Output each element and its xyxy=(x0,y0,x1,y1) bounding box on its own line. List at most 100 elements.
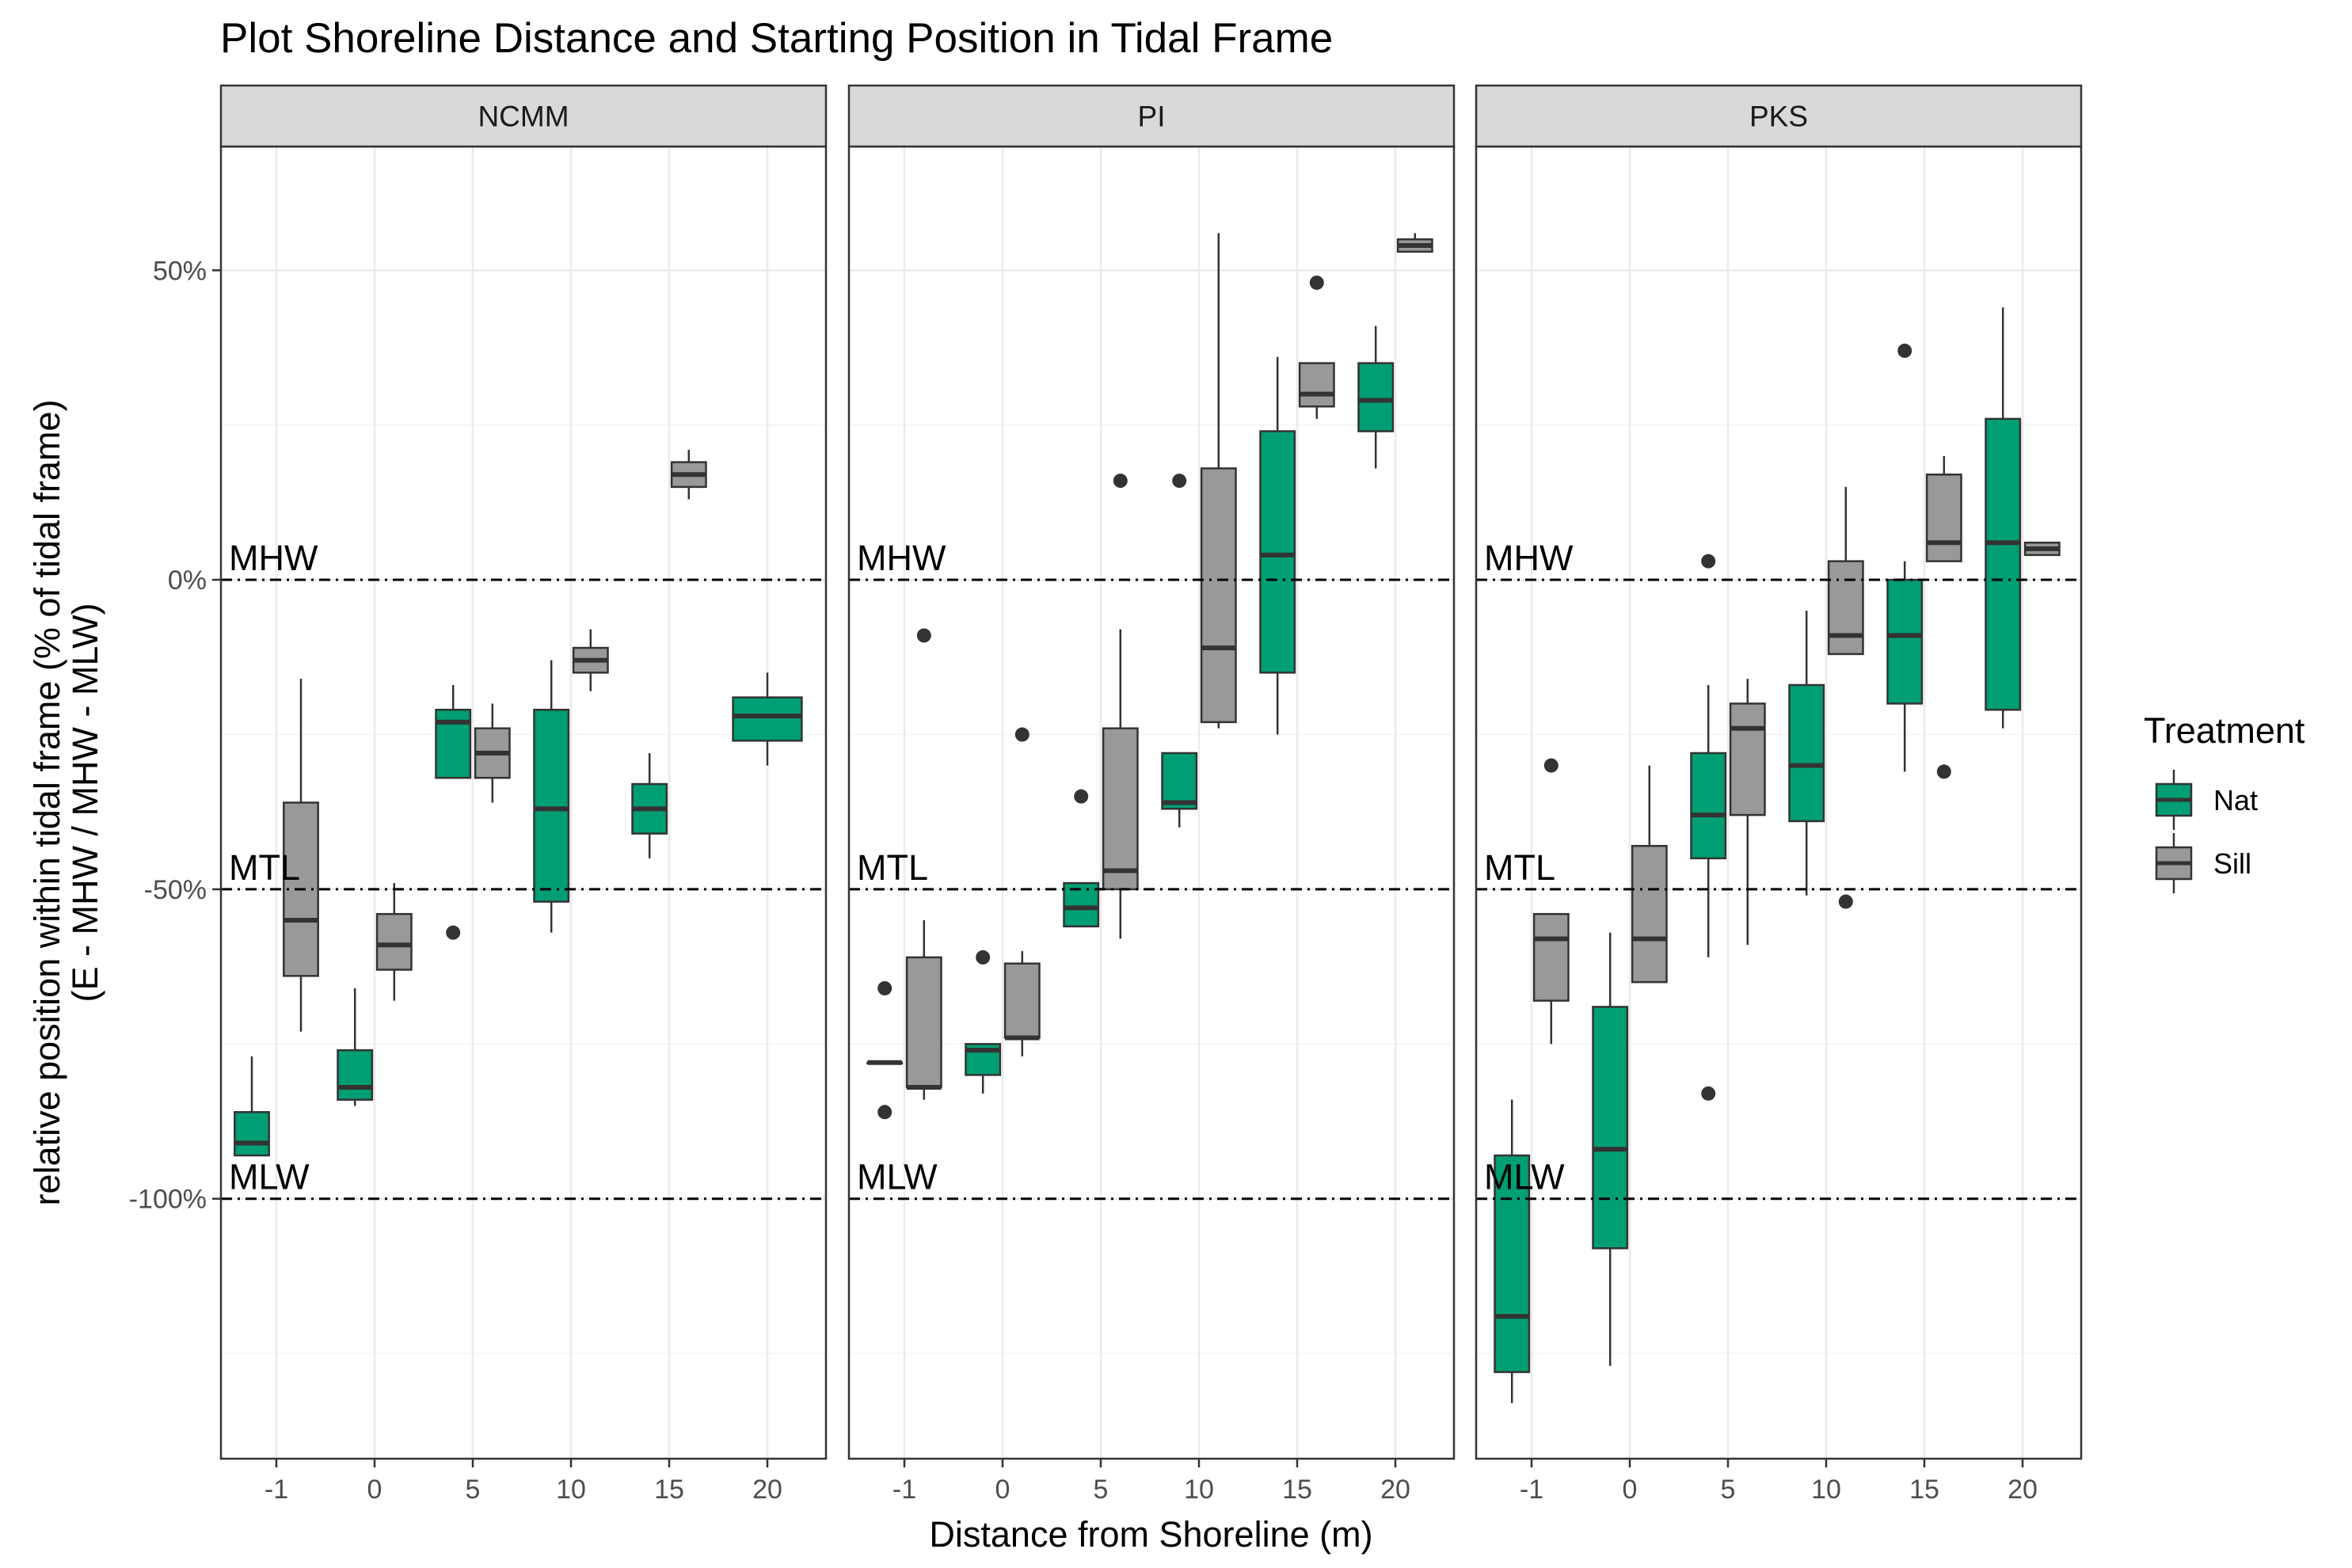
box-sill-15 xyxy=(670,449,707,500)
x-axis-title-group: Distance from Shoreline (m) xyxy=(929,1514,1372,1555)
outlier-point xyxy=(1172,474,1187,489)
box-sill-20 xyxy=(2023,541,2061,557)
reference-label-mtl: MTL xyxy=(857,847,928,888)
y-axis: 50% 0% -50% -100% xyxy=(129,256,221,1215)
x-tick-label: 20 xyxy=(2008,1475,2038,1505)
x-tick-label: -1 xyxy=(1520,1475,1543,1505)
box-nat-0 xyxy=(965,950,1002,1094)
box-body xyxy=(1161,752,1198,810)
legend-label: Nat xyxy=(2213,784,2258,816)
chart-title: Plot Shoreline Distance and Starting Pos… xyxy=(220,15,1333,62)
box-nat-15 xyxy=(631,752,668,858)
box-body xyxy=(1063,881,1100,928)
outlier-point xyxy=(1838,894,1853,909)
facet-panels: MHW MTL MLW NCMM -1 0 5 10 15 20 MHW MTL MLW PI -1 0 5 10… xyxy=(219,84,2083,1505)
box-sill-20 xyxy=(1396,233,1433,253)
box-sill-5 xyxy=(1729,679,1766,946)
reference-label-mtl: MTL xyxy=(229,847,300,888)
box-sill-10 xyxy=(1200,233,1237,729)
box-nat-20 xyxy=(1357,325,1395,469)
box-body xyxy=(1592,1006,1629,1250)
x-tick-label: 5 xyxy=(1721,1475,1736,1505)
x-tick-label: 10 xyxy=(556,1475,586,1505)
box-body xyxy=(1729,702,1766,816)
box-body xyxy=(1690,752,1727,860)
box-sill-10 xyxy=(572,629,609,691)
x-tick-label: 15 xyxy=(1282,1475,1312,1505)
box-sill-0 xyxy=(1631,765,1668,984)
panel-pks: MHW MTL MLW PKS -1 0 5 10 15 20 xyxy=(1475,84,2083,1505)
legend-label: Sill xyxy=(2213,847,2251,880)
box-body xyxy=(1631,844,1668,984)
reference-label-mhw: MHW xyxy=(1484,538,1574,578)
legend: Treatment Nat Sill xyxy=(2144,710,2305,893)
box-body xyxy=(1003,962,1041,1039)
box-sill-15 xyxy=(1925,455,1962,779)
x-tick-label: 20 xyxy=(752,1475,782,1505)
facet-strip xyxy=(219,84,828,148)
y-axis-title-group: relative position within tidal frame (% … xyxy=(27,400,105,1206)
outlier-point xyxy=(916,628,931,643)
box-body xyxy=(1102,727,1139,891)
box-nat-15 xyxy=(1886,343,1924,772)
box-body xyxy=(1985,417,2022,711)
x-tick-label: 15 xyxy=(1909,1475,1939,1505)
box-body xyxy=(905,956,942,1089)
y-axis-title-line-1: relative position within tidal frame (% … xyxy=(27,400,67,1206)
outlier-point xyxy=(1309,275,1324,290)
x-tick-label: 0 xyxy=(367,1475,382,1505)
box-body xyxy=(337,1049,374,1101)
box-body xyxy=(1788,683,1825,823)
box-body xyxy=(1925,474,1962,562)
box-nat-10 xyxy=(1788,611,1825,896)
reference-label-mhw: MHW xyxy=(857,538,946,578)
facet-strip xyxy=(1475,84,2083,148)
outlier-point xyxy=(446,925,461,940)
reference-label-mhw: MHW xyxy=(229,538,318,578)
x-axis-title: Distance from Shoreline (m) xyxy=(929,1514,1372,1555)
x-tick-label: 5 xyxy=(1094,1475,1109,1505)
x-tick-label: 10 xyxy=(1184,1475,1214,1505)
box-nat-0 xyxy=(337,988,374,1106)
panel-background xyxy=(221,147,826,1459)
box-nat-10 xyxy=(533,660,570,933)
box-nat--1 xyxy=(1494,1099,1531,1403)
box-sill-5 xyxy=(1102,474,1139,939)
box-sill--1 xyxy=(1532,758,1570,1045)
panel-background xyxy=(1476,147,2081,1459)
box-sill-0 xyxy=(375,883,413,1001)
box-sill-0 xyxy=(1003,727,1041,1056)
x-tick-label: 10 xyxy=(1811,1475,1841,1505)
box-nat-0 xyxy=(1592,932,1629,1366)
box-nat--1 xyxy=(234,1056,270,1157)
outlier-point xyxy=(1701,1086,1716,1101)
facet-strip-label: PI xyxy=(1138,101,1166,133)
outlier-point xyxy=(1543,758,1558,773)
panel-ncmm: MHW MTL MLW NCMM -1 0 5 10 15 20 xyxy=(219,84,828,1505)
x-tick-label: 0 xyxy=(995,1475,1010,1505)
y-tick-label: -100% xyxy=(129,1185,207,1215)
box-body xyxy=(1259,430,1296,674)
outlier-point xyxy=(1701,554,1716,569)
reference-label-mlw: MLW xyxy=(857,1157,938,1197)
outlier-point xyxy=(1897,343,1912,358)
box-body xyxy=(1827,560,1864,656)
panel-background xyxy=(849,147,1454,1459)
x-tick-label: 0 xyxy=(1623,1475,1638,1505)
box-body xyxy=(1494,1154,1531,1373)
box-body xyxy=(1886,578,1924,705)
box-nat-5 xyxy=(1063,789,1100,928)
outlier-point xyxy=(877,980,892,995)
outlier-point xyxy=(976,950,991,965)
outlier-point xyxy=(1074,789,1089,804)
x-tick-label: -1 xyxy=(265,1475,288,1505)
outlier-point xyxy=(1113,474,1128,489)
box-body xyxy=(732,696,803,742)
box-body xyxy=(1200,467,1237,724)
box-nat-20 xyxy=(1985,307,2022,729)
y-tick-label: 50% xyxy=(153,256,207,286)
box-nat-15 xyxy=(1259,356,1296,735)
legend-item-nat: Nat xyxy=(2155,770,2258,830)
box-nat-10 xyxy=(1161,474,1198,828)
